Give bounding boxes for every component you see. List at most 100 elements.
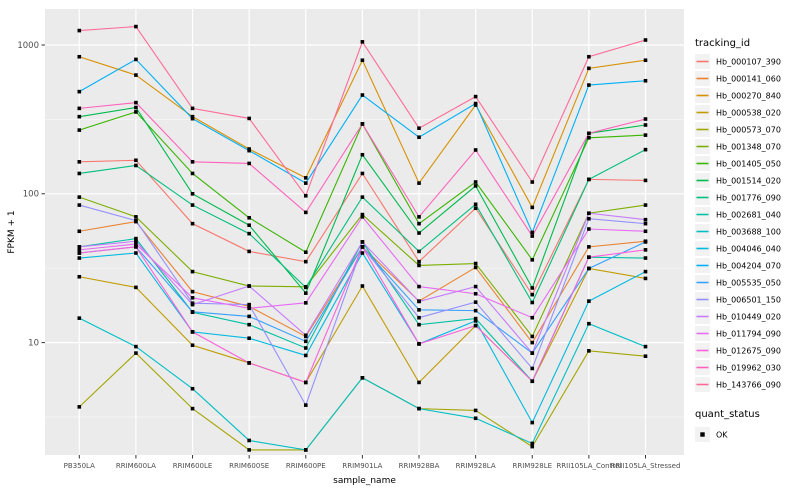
data-point — [473, 206, 478, 211]
legend-label: Hb_000270_840 — [716, 92, 781, 101]
data-point — [530, 441, 535, 446]
data-point — [190, 269, 195, 274]
data-point — [77, 251, 82, 255]
legend-label: Hb_000107_390 — [716, 58, 781, 67]
legend-label: Hb_019962_030 — [716, 364, 781, 373]
data-point — [134, 57, 138, 62]
data-point — [643, 117, 648, 121]
data-point — [587, 299, 591, 303]
x-tick-label: RRIM600LE — [173, 462, 213, 470]
legend-label: Hb_006501_150 — [716, 296, 781, 305]
data-point — [190, 386, 195, 391]
x-tick-label: RRIM928BA — [399, 462, 440, 470]
data-point — [303, 403, 308, 407]
data-point — [530, 315, 535, 320]
data-point — [77, 54, 82, 59]
data-point — [190, 330, 195, 334]
x-tick-label: RRIM600SE — [229, 462, 269, 470]
data-point — [360, 171, 365, 176]
data-point — [530, 230, 535, 235]
data-point — [643, 38, 648, 42]
data-point — [473, 316, 478, 321]
data-point — [473, 148, 478, 152]
legend-label: Hb_001514_020 — [716, 177, 781, 186]
data-point — [643, 203, 648, 207]
data-point — [360, 93, 365, 97]
data-point — [247, 314, 251, 319]
data-point — [134, 218, 138, 223]
data-point — [417, 284, 421, 289]
data-point — [587, 321, 591, 326]
legend-label: Hb_001776_090 — [716, 194, 781, 203]
data-point — [134, 73, 138, 77]
data-point — [77, 248, 82, 252]
data-point — [643, 344, 648, 349]
data-point — [303, 181, 308, 185]
legend-label: Hb_002681_040 — [716, 211, 781, 220]
legend-title-quant-status: quant_status — [695, 409, 760, 420]
data-point — [77, 195, 82, 199]
y-tick-label: 10 — [28, 338, 39, 348]
data-point — [643, 276, 648, 281]
data-point — [77, 160, 82, 164]
data-point — [190, 114, 195, 119]
data-point — [417, 126, 421, 130]
data-point — [360, 40, 365, 44]
data-point — [417, 315, 421, 320]
data-point — [247, 306, 251, 311]
data-point — [134, 344, 138, 349]
data-point — [643, 269, 648, 274]
y-axis-title: FPKM + 1 — [7, 210, 17, 253]
data-point — [643, 78, 648, 83]
data-point — [530, 258, 535, 262]
data-point — [190, 106, 195, 111]
data-point — [643, 123, 648, 127]
data-point — [530, 340, 535, 345]
legend-label: Hb_004204_070 — [716, 262, 781, 271]
data-point — [190, 221, 195, 226]
data-point — [530, 205, 535, 210]
data-point — [190, 310, 195, 314]
data-point — [190, 160, 195, 164]
data-point — [247, 249, 251, 254]
data-point — [77, 316, 82, 320]
data-point — [530, 366, 535, 371]
data-point — [247, 302, 251, 307]
legend-label: Hb_012675_090 — [716, 347, 781, 356]
data-point — [473, 261, 478, 266]
data-point — [473, 180, 478, 184]
data-point — [473, 94, 478, 99]
data-point — [134, 158, 138, 163]
data-point — [303, 301, 308, 305]
data-point — [247, 215, 251, 220]
data-point — [530, 292, 535, 297]
data-point — [303, 333, 308, 338]
data-point — [303, 380, 308, 385]
data-point — [473, 291, 478, 296]
data-point — [587, 255, 591, 259]
data-point — [77, 203, 82, 207]
data-point — [643, 240, 648, 244]
data-point — [190, 406, 195, 411]
data-point — [77, 106, 82, 111]
data-point — [530, 444, 535, 449]
data-point — [587, 216, 591, 221]
data-point — [473, 319, 478, 323]
data-point — [587, 54, 591, 59]
data-point — [473, 308, 478, 313]
data-point — [530, 180, 535, 184]
data-point — [77, 171, 82, 176]
data-point — [190, 171, 195, 176]
data-point — [247, 304, 251, 309]
legend-label: Hb_000141_060 — [716, 75, 781, 84]
data-point — [134, 236, 138, 241]
data-point — [134, 100, 138, 105]
data-point — [530, 334, 535, 339]
data-point — [643, 256, 648, 260]
data-point — [190, 302, 195, 307]
data-point — [134, 105, 138, 110]
data-point — [473, 101, 478, 106]
x-tick-label: RRIM901LA — [342, 462, 382, 470]
data-point — [134, 24, 138, 29]
